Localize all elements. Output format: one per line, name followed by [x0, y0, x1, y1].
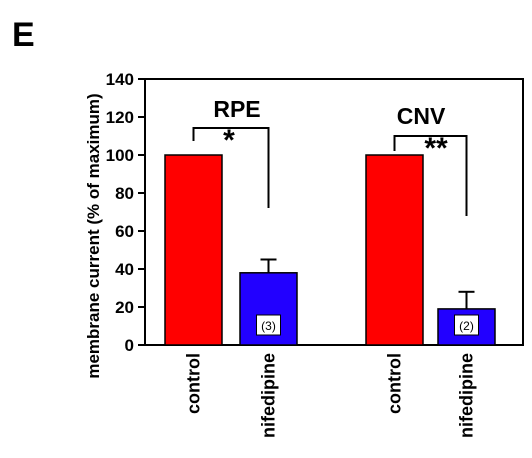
- n-label-rpe: (3): [261, 319, 276, 333]
- bar-rpe-control: [164, 154, 223, 346]
- labels: 0 20 40 60 80 100 120 140 control (3) nifedipine *R…: [106, 70, 477, 438]
- y-tick-label-6: 120: [106, 108, 134, 127]
- plot-frame: [144, 78, 524, 346]
- bar-cnv-control: [365, 154, 424, 346]
- group-label-rpe: RPE: [213, 96, 260, 122]
- significance-bracket-cnv: [393, 135, 468, 216]
- axes: [138, 78, 524, 346]
- y-tick-label-7: 140: [106, 70, 134, 89]
- y-tick-label-5: 100: [106, 146, 134, 165]
- panel-letter: E: [12, 16, 35, 54]
- y-axis-label: membrane current (% of maximum): [84, 93, 103, 378]
- y-tick-label-2: 40: [115, 260, 134, 279]
- group-label-cnv: CNV: [397, 103, 446, 129]
- y-tick-label-0: 0: [125, 336, 134, 355]
- category-label-rpe-control: control: [184, 353, 204, 414]
- significance-marker-cnv: **: [424, 132, 448, 165]
- n-label-cnv: (2): [459, 319, 474, 333]
- significance-marker-rpe: *: [223, 124, 235, 157]
- y-tick-label-1: 20: [115, 298, 134, 317]
- category-label-cnv-nifedipine: nifedipine: [457, 353, 477, 438]
- significance-bracket-rpe: [192, 127, 270, 208]
- annotations: [192, 127, 468, 216]
- y-tick-label-4: 80: [115, 184, 134, 203]
- category-label-rpe-nifedipine: nifedipine: [259, 353, 279, 438]
- n-box-cnv: [454, 314, 479, 336]
- y-tick-label-3: 60: [115, 222, 134, 241]
- bars: [164, 154, 496, 346]
- category-label-cnv-control: control: [385, 353, 405, 414]
- n-box-rpe: [256, 314, 281, 336]
